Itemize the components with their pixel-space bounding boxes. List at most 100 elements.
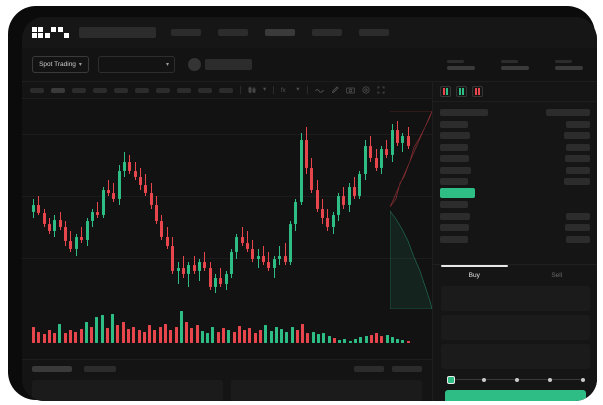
price-chart[interactable] [22, 99, 432, 359]
candle [128, 107, 132, 307]
top-header [22, 17, 597, 48]
candle [90, 107, 94, 307]
candle [197, 107, 201, 307]
timeframe-0[interactable] [30, 87, 44, 93]
volume-bar [222, 328, 225, 343]
slider-node-100[interactable] [581, 377, 585, 382]
slider-node-25[interactable] [482, 377, 486, 382]
candle [342, 107, 346, 307]
order-book-ask-row[interactable] [440, 142, 590, 154]
orderbook-asks-icon[interactable] [472, 86, 483, 97]
timeframe-6[interactable] [156, 87, 170, 93]
volume-bar [290, 327, 294, 343]
timeframe-8[interactable] [198, 87, 212, 93]
pencil-icon[interactable] [331, 86, 339, 94]
order-book-ask-row[interactable] [440, 130, 590, 142]
order-field-1[interactable] [441, 315, 590, 340]
chevron-down-icon[interactable]: ▾ [263, 85, 267, 93]
order-book-bid-row[interactable] [440, 234, 590, 246]
line-chart-icon[interactable] [314, 86, 324, 94]
tab-sell[interactable]: Sell [551, 272, 563, 279]
order-book-header[interactable] [440, 107, 590, 119]
nav-item-1[interactable] [218, 29, 248, 36]
volume-bar [390, 337, 394, 343]
volume-bar [385, 334, 389, 343]
pair-select[interactable]: ▾ [98, 56, 175, 73]
device-bezel: Spot Trading ▾ ▾ [8, 6, 597, 401]
volume-bar [306, 333, 310, 343]
orders-panel [22, 359, 432, 401]
orders-action-1[interactable] [392, 366, 422, 372]
orders-cards [22, 372, 432, 401]
candle [117, 107, 121, 307]
tab-buy[interactable]: Buy [433, 265, 516, 286]
candlestick-icon[interactable] [248, 86, 256, 94]
volume-bar [137, 330, 141, 343]
candle [267, 107, 271, 307]
candle [85, 107, 89, 307]
order-book-ask-row[interactable] [440, 176, 590, 188]
timeframe-1[interactable] [51, 87, 65, 93]
candle [331, 107, 335, 307]
order-field-0[interactable] [441, 286, 590, 311]
candle [53, 107, 57, 307]
volume-bar [401, 340, 405, 343]
okx-logo-icon[interactable] [32, 27, 69, 38]
order-book-bid-row[interactable] [440, 222, 590, 234]
nav-item-2[interactable] [265, 29, 295, 36]
volume-bar [121, 322, 125, 343]
orderbook-both-icon[interactable] [440, 86, 451, 97]
ob-amount [564, 132, 590, 140]
nav-item-3[interactable] [312, 29, 342, 36]
ob-price [440, 166, 471, 174]
timeframe-5[interactable] [135, 87, 149, 93]
timeframe-9[interactable] [219, 87, 233, 93]
order-book-ask-row[interactable] [440, 165, 590, 177]
nav-item-0[interactable] [171, 29, 201, 36]
camera-icon[interactable] [345, 86, 355, 94]
order-book-ask-row[interactable] [440, 119, 590, 131]
indicator-icon[interactable]: fx [281, 86, 289, 94]
order-book-rows[interactable] [433, 102, 597, 245]
order-book-ask-row[interactable] [440, 153, 590, 165]
slider-node-75[interactable] [548, 377, 552, 382]
slider-handle[interactable] [447, 376, 455, 384]
fullscreen-icon[interactable] [377, 86, 385, 94]
nav-item-4[interactable] [359, 29, 389, 36]
order-book-current-price[interactable] [440, 188, 590, 200]
volume-bar [153, 329, 157, 343]
volume-bar [90, 326, 94, 343]
candle [337, 107, 341, 307]
orders-action-0[interactable] [354, 366, 384, 372]
ob-amount [566, 120, 590, 128]
slider-node-50[interactable] [515, 377, 519, 382]
timeframe-3[interactable] [93, 87, 107, 93]
timeframe-2[interactable] [72, 87, 86, 93]
timeframe-7[interactable] [177, 87, 191, 93]
orderbook-view-tools [433, 82, 597, 102]
orderbook-bids-icon[interactable] [456, 86, 467, 97]
volume-bar [74, 331, 78, 343]
percent-slider[interactable] [447, 375, 587, 385]
candle [219, 107, 223, 307]
volume-bar [111, 313, 115, 343]
submit-buy-button[interactable] [445, 390, 586, 401]
search-input[interactable] [79, 27, 156, 38]
candle [149, 107, 153, 307]
order-book-bid-row[interactable] [440, 199, 590, 211]
order-book-bid-row[interactable] [440, 211, 590, 223]
timeframe-4[interactable] [114, 87, 128, 93]
candle [395, 107, 399, 307]
orders-card-0[interactable] [32, 380, 223, 401]
spot-trading-button[interactable]: Spot Trading ▾ [32, 56, 89, 73]
orders-tab-1[interactable] [84, 366, 116, 372]
volume-bar [253, 332, 257, 343]
orders-card-1[interactable] [231, 380, 422, 401]
volume-bar [322, 332, 326, 343]
chevron-down-icon[interactable]: ▾ [296, 85, 300, 93]
volume-bar [32, 327, 35, 343]
order-field-2[interactable] [441, 344, 590, 369]
orders-tab-0[interactable] [32, 366, 72, 372]
settings-icon[interactable] [361, 86, 370, 94]
